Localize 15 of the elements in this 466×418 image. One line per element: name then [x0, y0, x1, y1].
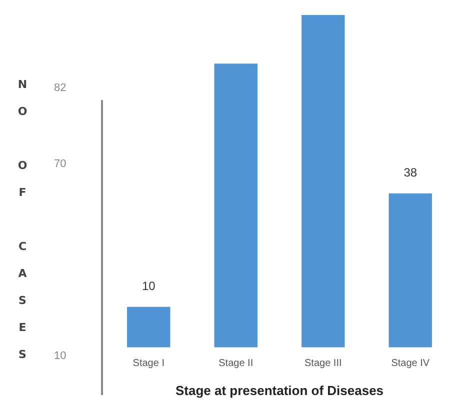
bar [214, 64, 258, 348]
x-tick-label: Stage III [304, 358, 342, 370]
x-tick-label: Stage I [132, 358, 164, 370]
x-tick-label: Stage II [218, 358, 254, 370]
data-label: 10 [142, 279, 156, 294]
text: NO OF CASES [16, 78, 29, 375]
bar [388, 193, 432, 348]
text: 10 [54, 350, 66, 362]
bar [127, 306, 170, 348]
x-axis-title: Stage at presentation of Diseases [175, 382, 384, 398]
text: 82 [54, 82, 66, 94]
data-label: 38 [404, 166, 418, 180]
x-tick-label: Stage IV [391, 358, 430, 370]
bar [302, 15, 345, 348]
text: 70 [54, 158, 66, 170]
